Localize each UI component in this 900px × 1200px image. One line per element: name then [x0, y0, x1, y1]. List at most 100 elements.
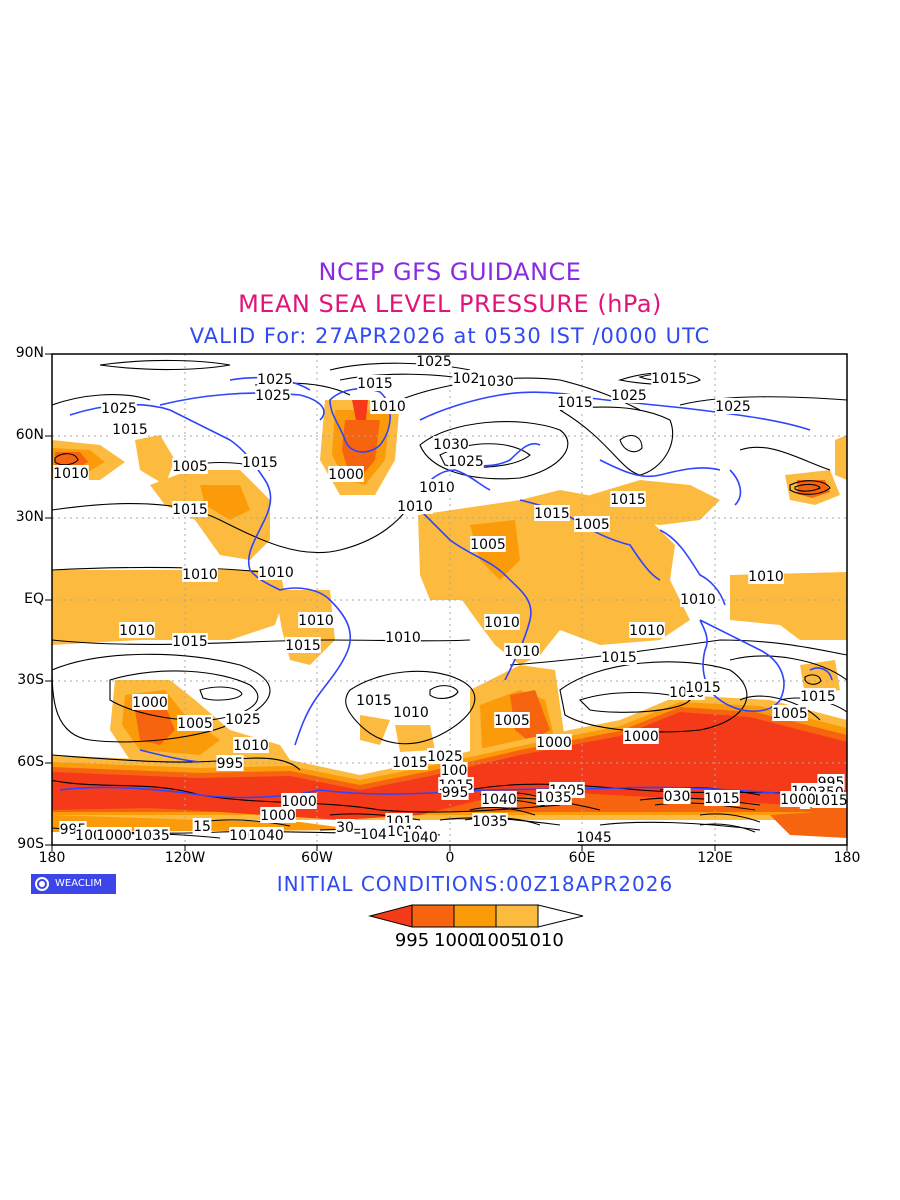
badge-text: WEACLIM — [55, 878, 103, 889]
contour-label-bg — [534, 505, 570, 521]
contour-label-bg — [281, 793, 317, 809]
lon-label-60w: 60W — [301, 850, 333, 866]
contour-label-bg — [182, 566, 218, 582]
contour-label: 1030 — [478, 374, 514, 390]
contour-label-bg — [397, 498, 433, 514]
contour-label-bg — [53, 465, 89, 481]
tick-marks — [45, 353, 848, 851]
legend-labels: 995 1000 1005 1010 — [390, 930, 590, 952]
contour-label-bg — [360, 826, 396, 842]
legend-swatch-1000-1005 — [453, 904, 497, 928]
contour-label-bg — [574, 516, 610, 532]
contour-label: 1010 — [484, 615, 520, 631]
contour-label: 1025 — [427, 749, 463, 765]
contour-label-bg — [536, 789, 572, 805]
contour-label: 1015 — [357, 376, 393, 392]
lat-label-90s: 90S — [17, 836, 44, 852]
contour-label: 1025 — [225, 712, 261, 728]
contour-label-bg — [233, 737, 269, 753]
contour-label-bg — [629, 622, 665, 638]
lon-label-180e: 180 — [833, 850, 861, 866]
contour-label-bg — [260, 807, 296, 823]
contour-label: 1040 — [402, 830, 438, 846]
contour-label: 1015 — [172, 634, 208, 650]
contour-label-bg — [536, 734, 572, 750]
chart-title: NCEP GFS GUIDANCE — [318, 258, 582, 286]
contour-label: 1005 — [574, 517, 610, 533]
shade-north-america-inner — [200, 485, 250, 520]
contour-label: 1010 — [629, 623, 665, 639]
lat-label-60s: 60S — [17, 754, 44, 770]
contour-label: 1010 — [680, 592, 716, 608]
shade-s-pacific-deep — [135, 705, 175, 745]
shade-greenland-deep — [342, 420, 380, 478]
contour-label: 995 — [442, 785, 469, 801]
legend-swatch-above-1010 — [537, 904, 584, 928]
contour-label-bg — [242, 454, 278, 470]
shade-alaska-core — [55, 452, 88, 468]
contour-label-bg — [478, 373, 514, 389]
shade-s-atlantic-b — [395, 725, 435, 752]
contour-label-bg — [101, 400, 137, 416]
contour-label-bg — [472, 813, 508, 829]
contour-label: 1040 — [481, 792, 517, 808]
contour-label: 1010 — [233, 738, 269, 754]
contour-label: 15 — [193, 819, 211, 835]
legend-label-995: 995 — [394, 930, 430, 951]
contour-label-bg — [704, 790, 740, 806]
contour-label-bg — [255, 387, 291, 403]
lon-label-180w: 180 — [38, 850, 66, 866]
contour-label-bg — [119, 622, 155, 638]
contour-label-bg — [772, 705, 808, 721]
contour-label: 100 — [441, 763, 468, 779]
contour-label-bg — [416, 354, 452, 369]
contour-label: 1025 — [101, 401, 137, 417]
contour-label: 1015 — [704, 791, 740, 807]
contour-label: 1005 — [172, 459, 208, 475]
contour-label-bg — [356, 692, 392, 708]
lat-label-eq: EQ — [24, 591, 44, 607]
contour-label: 1015 — [651, 371, 687, 387]
shade-antarctic-east — [770, 810, 847, 838]
contour-label: 030 — [664, 789, 691, 805]
contour-label-bg — [192, 818, 212, 834]
lon-label-120e: 120E — [697, 850, 733, 866]
contour-label: 30 — [336, 820, 354, 836]
copyright-circle-icon — [35, 877, 49, 891]
contour-label-bg — [177, 715, 213, 731]
contour-label-bg — [440, 762, 468, 778]
contour-label-bg — [392, 754, 428, 770]
lat-label-30n: 30N — [15, 509, 44, 525]
contour-label: 1015 — [685, 680, 721, 696]
contour-label-bg — [225, 711, 261, 727]
contour-label: 1015 — [557, 395, 593, 411]
contour-label-bg — [651, 370, 687, 386]
weaclim-badge: WEACLIM — [31, 874, 116, 894]
contour-label-bg — [504, 643, 540, 659]
contour-label-bg — [132, 694, 168, 710]
contour-label: 1015 — [610, 492, 646, 508]
contour-label: 1025 — [257, 372, 293, 388]
contour-label-bg — [800, 688, 836, 704]
contour-label-bg — [748, 568, 784, 584]
contour-label: 1000 — [623, 729, 659, 745]
shade-s-indian-deep — [510, 690, 550, 742]
contour-label-bg — [172, 633, 208, 649]
contour-label: 1025 — [715, 399, 751, 415]
legend-swatch-995-1000 — [411, 904, 455, 928]
contour-label-bg — [576, 829, 612, 845]
contour-label-bg — [258, 564, 294, 580]
contour-label: 1010 — [748, 569, 784, 585]
contour-label: 1000 — [536, 735, 572, 751]
contour-label: 1040 — [248, 828, 284, 844]
contour-label: 102 — [453, 371, 480, 387]
valid-time: VALID For: 27APR2026 at 0530 IST /0000 U… — [189, 324, 711, 348]
lon-label-120w: 120W — [164, 850, 206, 866]
legend-swatch-1005-1010 — [495, 904, 539, 928]
contour-label-bg — [285, 637, 321, 653]
shade-equatorial-pacific — [52, 570, 285, 645]
contour-label: 1010 — [385, 630, 421, 646]
lat-label-90n: 90N — [15, 345, 44, 361]
